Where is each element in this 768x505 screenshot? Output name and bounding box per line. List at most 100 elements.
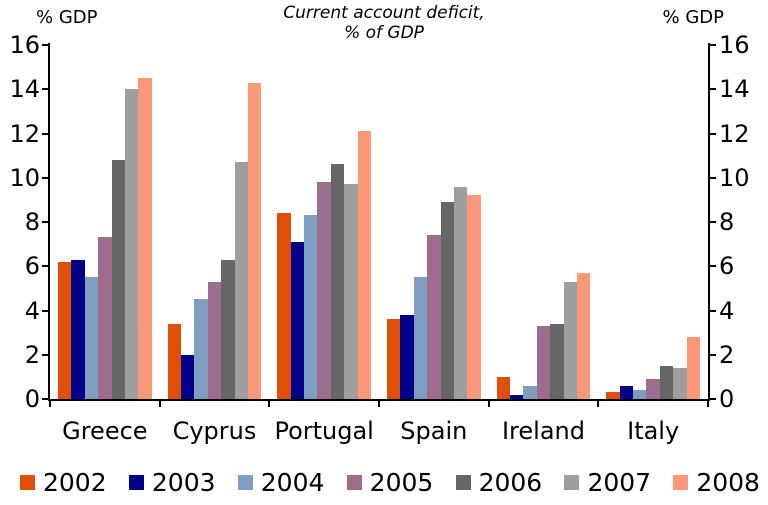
bar-cyprus-2007	[234, 162, 248, 399]
legend-item-2003: 2003	[128, 467, 216, 497]
bar-ireland-2005	[536, 325, 551, 399]
bar-spain-2008	[467, 195, 481, 399]
chart-legend: 2002 2003 2004 2005 2006 2007 2008	[20, 461, 760, 503]
y-label-right-0: 0	[719, 385, 735, 413]
bar-spain-2007	[453, 186, 468, 399]
y-tick-right-14	[710, 88, 716, 91]
bar-italy-2008	[686, 337, 701, 399]
legend-swatch-2008	[673, 474, 689, 490]
bar-cyprus-2002	[167, 323, 181, 399]
legend-swatch-2006	[455, 474, 471, 490]
x-tick-6	[707, 401, 709, 407]
legend-label-2008: 2008	[696, 467, 760, 497]
bar-cyprus-2004	[194, 299, 208, 399]
bar-italy-2004	[633, 390, 647, 399]
y-tick-left-6	[42, 265, 48, 268]
y-tick-left-8	[42, 221, 48, 223]
legend-swatch-2007	[564, 474, 580, 490]
y-tick-right-8	[710, 221, 716, 223]
right-axis-unit-label: % GDP	[662, 7, 725, 28]
bar-greece-2004	[84, 277, 99, 399]
bar-cyprus-2005	[207, 281, 222, 399]
bar-portugal-2004	[304, 215, 318, 399]
legend-item-2002: 2002	[20, 468, 107, 497]
y-label-right-8: 8	[719, 208, 735, 236]
y-tick-right-10	[710, 176, 716, 179]
y-tick-right-4	[710, 309, 716, 312]
y-label-left-16: 16	[9, 31, 40, 59]
y-label-left-6: 6	[24, 252, 40, 281]
bar-italy-2007	[673, 368, 687, 399]
y-label-left-10: 10	[9, 163, 40, 192]
bar-portugal-2006	[330, 164, 345, 399]
bar-portugal-2007	[344, 184, 358, 399]
y-label-left-0: 0	[24, 385, 40, 413]
bar-spain-2006	[440, 202, 454, 399]
bar-portugal-2002	[277, 213, 291, 399]
bar-ireland-2007	[563, 281, 577, 399]
chart-title: Current account deficit, % of GDP	[0, 3, 768, 43]
y-tick-left-12	[42, 132, 48, 135]
y-tick-left-2	[42, 353, 48, 356]
chart-title-line1: Current account deficit,	[283, 3, 485, 23]
legend-swatch-2002	[20, 474, 35, 490]
y-tick-left-14	[42, 88, 48, 91]
legend-swatch-2003	[128, 474, 144, 490]
bar-ireland-2004	[523, 385, 537, 399]
y-tick-left-0	[42, 398, 48, 400]
y-label-left-2: 2	[24, 340, 40, 369]
legend-item-2008: 2008	[673, 468, 760, 497]
y-label-right-12: 12	[719, 119, 750, 148]
y-tick-left-4	[42, 309, 48, 312]
y-tick-left-16	[42, 44, 48, 46]
x-tick-2	[268, 401, 271, 407]
y-label-left-12: 12	[9, 119, 40, 148]
bar-cyprus-2008	[248, 82, 262, 399]
x-tick-1	[158, 401, 161, 407]
legend-label-2002: 2002	[43, 467, 107, 497]
legend-item-2004: 2004	[237, 467, 325, 497]
bar-ireland-2006	[550, 323, 564, 399]
y-label-right-4: 4	[719, 296, 735, 325]
bar-italy-2003	[619, 385, 634, 399]
bar-portugal-2003	[290, 241, 305, 399]
y-label-left-14: 14	[9, 75, 40, 104]
legend-item-2005: 2005	[346, 467, 434, 497]
bar-greece-2005	[98, 237, 112, 399]
bar-greece-2006	[111, 160, 125, 399]
bar-greece-2007	[124, 89, 139, 399]
bar-ireland-2002	[496, 376, 510, 399]
legend-label-2004: 2004	[260, 467, 325, 497]
left-axis-unit-label: % GDP	[36, 7, 98, 28]
legend-label-2006: 2006	[478, 467, 543, 497]
x-tick-5	[597, 401, 600, 407]
category-label-portugal: Portugal	[274, 417, 374, 445]
chart-title-line2: % of GDP	[344, 23, 424, 43]
x-tick-3	[378, 401, 380, 407]
legend-label-2003: 2003	[151, 467, 216, 497]
legend-item-2006: 2006	[455, 467, 543, 497]
bar-greece-2002	[57, 261, 72, 399]
y-tick-right-12	[710, 132, 716, 135]
y-label-right-14: 14	[719, 75, 750, 104]
bar-cyprus-2006	[221, 259, 235, 399]
y-tick-right-2	[710, 353, 716, 356]
legend-label-2005: 2005	[369, 467, 434, 497]
legend-swatch-2005	[346, 474, 362, 490]
category-label-ireland: Ireland	[501, 417, 585, 445]
y-tick-right-0	[710, 398, 716, 400]
legend-label-2007: 2007	[587, 467, 652, 497]
category-label-greece: Greece	[62, 417, 148, 445]
bar-spain-2004	[413, 277, 428, 399]
x-tick-4	[487, 401, 490, 407]
y-label-left-4: 4	[24, 296, 40, 325]
y-label-left-8: 8	[24, 208, 40, 236]
bar-ireland-2008	[577, 272, 591, 399]
bar-spain-2002	[386, 319, 401, 399]
y-label-right-2: 2	[719, 340, 735, 369]
bar-italy-2005	[646, 379, 660, 399]
legend-swatch-2004	[237, 474, 253, 490]
y-tick-right-6	[710, 265, 716, 268]
y-axis-right	[708, 43, 710, 401]
